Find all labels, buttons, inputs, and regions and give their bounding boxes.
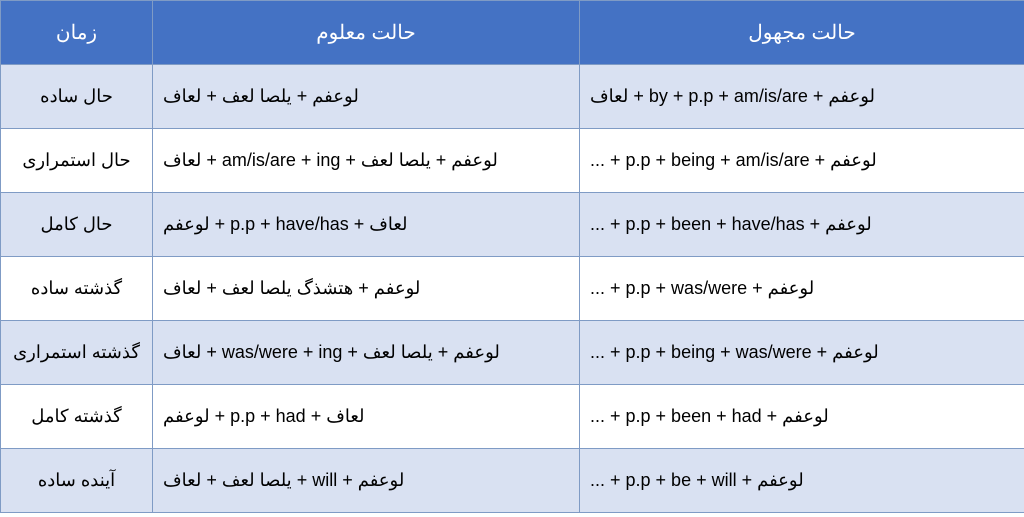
table-row: حال کامل مفعول + p.p + have/has + فاعل .… [1,193,1024,257]
header-tense: زمان [1,1,153,65]
header-active: حالت معلوم [153,1,580,65]
grammar-table: زمان حالت معلوم حالت مجهول حال ساده فاعل… [0,0,1024,513]
table-row: آینده ساده فاعل + فعل اصلی + will + مفعو… [1,449,1024,513]
active-cell: فاعل + was/were + ing + فعل اصلی + مفعول [153,321,580,385]
table-row: گذشته استمراری فاعل + was/were + ing + ف… [1,321,1024,385]
active-cell: فاعل + am/is/are + ing + فعل اصلی + مفعو… [153,129,580,193]
tense-cell: حال ساده [1,65,153,129]
passive-cell: ... + p.p + being + am/is/are + مفعول [580,129,1024,193]
header-row: زمان حالت معلوم حالت مجهول [1,1,1024,65]
active-cell: فاعل + فعل اصلی گذشته + مفعول [153,257,580,321]
passive-cell: ... + p.p + been + have/has + مفعول [580,193,1024,257]
tense-cell: گذشته استمراری [1,321,153,385]
passive-cell: ... + p.p + was/were + مفعول [580,257,1024,321]
header-passive: حالت مجهول [580,1,1024,65]
active-cell: فاعل + فعل اصلی + will + مفعول [153,449,580,513]
active-cell: فاعل + فعل اصلی + مفعول [153,65,580,129]
passive-cell: ... + p.p + been + had + مفعول [580,385,1024,449]
passive-cell: فاعل + by + p.p + am/is/are + مفعول [580,65,1024,129]
table-row: حال ساده فاعل + فعل اصلی + مفعول فاعل + … [1,65,1024,129]
table-row: گذشته کامل مفعول + p.p + had + فاعل ... … [1,385,1024,449]
table-row: گذشته ساده فاعل + فعل اصلی گذشته + مفعول… [1,257,1024,321]
passive-cell: ... + p.p + being + was/were + مفعول [580,321,1024,385]
active-cell: مفعول + p.p + have/has + فاعل [153,193,580,257]
table-row: حال استمراری فاعل + am/is/are + ing + فع… [1,129,1024,193]
tense-cell: آینده ساده [1,449,153,513]
tense-cell: گذشته ساده [1,257,153,321]
passive-cell: ... + p.p + be + will + مفعول [580,449,1024,513]
tense-cell: حال کامل [1,193,153,257]
tense-cell: حال استمراری [1,129,153,193]
tense-cell: گذشته کامل [1,385,153,449]
active-cell: مفعول + p.p + had + فاعل [153,385,580,449]
